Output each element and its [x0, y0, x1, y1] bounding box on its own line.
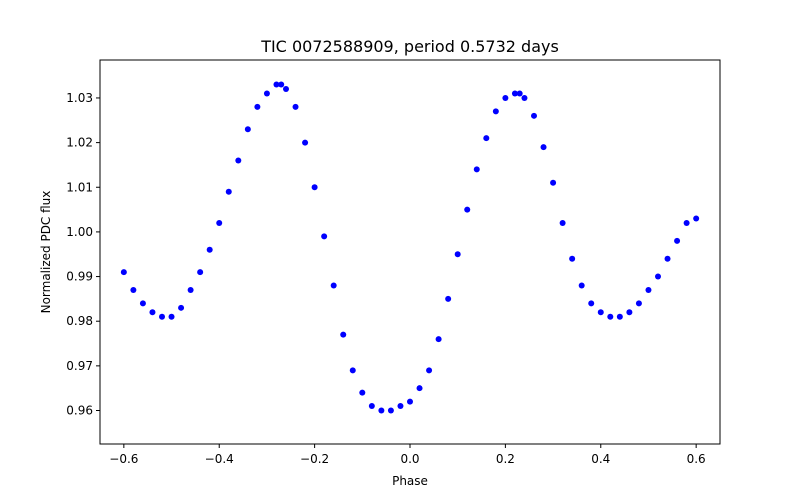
data-point: [187, 286, 194, 293]
data-point: [559, 219, 566, 226]
x-tick-label: 0.4: [591, 452, 610, 466]
y-tick-label: 0.98: [66, 314, 93, 328]
data-point: [120, 269, 127, 276]
data-point: [454, 251, 461, 258]
data-point: [387, 407, 394, 414]
data-point: [168, 313, 175, 320]
data-point: [502, 94, 509, 101]
data-point: [149, 309, 156, 316]
data-point: [263, 90, 270, 97]
y-tick-label: 0.96: [66, 404, 93, 418]
data-point: [235, 157, 242, 164]
data-point: [664, 255, 671, 262]
x-tick-label: −0.6: [109, 452, 138, 466]
data-point: [197, 269, 204, 276]
y-tick-label: 1.03: [66, 91, 93, 105]
data-point: [368, 403, 375, 410]
data-point: [273, 81, 280, 88]
y-tick-label: 0.97: [66, 359, 93, 373]
x-axis: −0.6 −0.4 −0.2 0.0 0.2 0.4 0.6: [109, 444, 706, 466]
data-point: [216, 219, 223, 226]
data-point: [626, 309, 633, 316]
x-axis-label: Phase: [392, 474, 428, 488]
data-point: [244, 126, 251, 133]
data-point: [473, 166, 480, 173]
data-point: [521, 94, 528, 101]
x-tick-label: 0.0: [400, 452, 419, 466]
y-axis: 0.96 0.97 0.98 0.99 1.00 1.01 1.02 1.03: [66, 91, 100, 418]
data-point: [397, 403, 404, 410]
data-point: [302, 139, 309, 146]
data-point: [349, 367, 356, 374]
data-point: [311, 184, 318, 191]
data-point: [378, 407, 385, 414]
data-point: [416, 385, 423, 392]
data-point: [292, 103, 299, 110]
data-point: [426, 367, 433, 374]
data-point: [645, 286, 652, 293]
data-point: [569, 255, 576, 262]
data-point: [492, 108, 499, 115]
data-point: [225, 188, 232, 195]
data-point: [283, 86, 289, 93]
data-point: [616, 313, 623, 320]
x-tick-label: −0.4: [205, 452, 234, 466]
x-tick-label: 0.6: [687, 452, 706, 466]
y-tick-label: 0.99: [66, 270, 93, 284]
data-point: [159, 313, 165, 320]
x-tick-label: −0.2: [300, 452, 329, 466]
chart-title: TIC 0072588909, period 0.5732 days: [260, 37, 559, 56]
data-point: [655, 273, 661, 280]
data-point: [178, 304, 185, 311]
data-point: [435, 336, 442, 343]
y-tick-label: 1.02: [66, 136, 93, 150]
data-point: [531, 112, 537, 119]
data-point: [321, 233, 328, 240]
data-point: [588, 300, 595, 307]
data-point: [683, 219, 690, 226]
data-point: [635, 300, 642, 307]
plot-points: [120, 81, 700, 414]
data-point: [550, 179, 557, 186]
data-point: [607, 313, 614, 320]
data-point: [278, 81, 285, 88]
data-point: [578, 282, 585, 289]
data-point: [359, 389, 366, 396]
data-point: [464, 206, 471, 213]
data-point: [597, 309, 604, 316]
x-tick-label: 0.2: [496, 452, 515, 466]
data-point: [445, 295, 452, 302]
data-point: [540, 144, 547, 151]
data-point: [516, 90, 523, 97]
plot-frame: [99, 59, 721, 445]
data-point: [674, 237, 681, 244]
data-point: [340, 331, 347, 338]
data-point: [206, 246, 213, 253]
y-tick-label: 1.00: [66, 225, 93, 239]
data-point: [130, 286, 137, 293]
data-point: [407, 398, 413, 405]
y-tick-label: 1.01: [66, 180, 93, 194]
data-point: [139, 300, 146, 307]
y-axis-label: Normalized PDC flux: [39, 191, 53, 314]
data-point: [483, 135, 490, 142]
data-point: [511, 90, 518, 97]
data-point: [693, 215, 700, 222]
data-point: [330, 282, 337, 289]
data-point: [254, 103, 261, 110]
